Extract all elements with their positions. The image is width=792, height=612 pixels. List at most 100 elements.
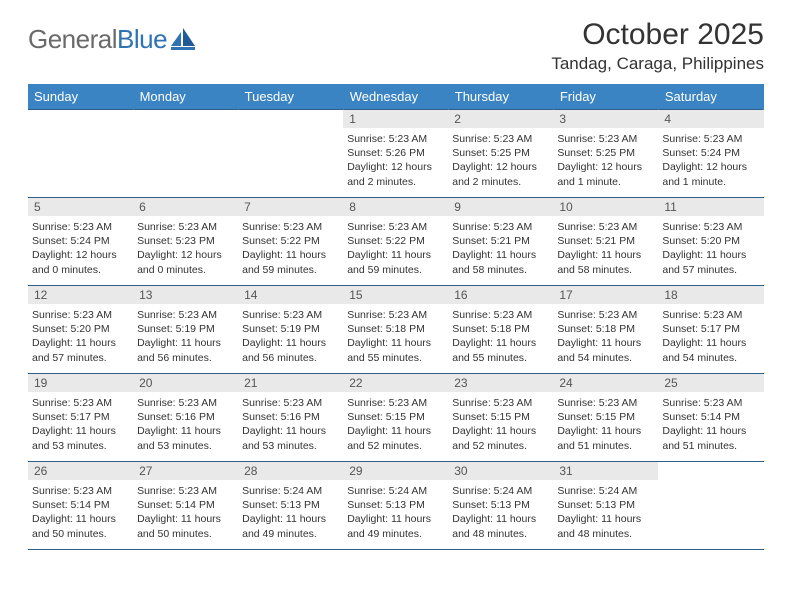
day-number: 22 [343, 374, 448, 392]
day-number: 11 [658, 198, 763, 216]
header: GeneralBlue October 2025 Tandag, Caraga,… [28, 18, 764, 74]
day-details: Sunrise: 5:24 AMSunset: 5:13 PMDaylight:… [343, 480, 448, 543]
day-header: Thursday [448, 84, 553, 110]
day-details: Sunrise: 5:23 AMSunset: 5:16 PMDaylight:… [133, 392, 238, 455]
day-details: Sunrise: 5:23 AMSunset: 5:14 PMDaylight:… [28, 480, 133, 543]
day-cell [658, 462, 763, 550]
day-number: 27 [133, 462, 238, 480]
day-details: Sunrise: 5:23 AMSunset: 5:19 PMDaylight:… [238, 304, 343, 367]
day-number: 29 [343, 462, 448, 480]
day-details: Sunrise: 5:23 AMSunset: 5:14 PMDaylight:… [658, 392, 763, 455]
day-number: 9 [448, 198, 553, 216]
day-cell: 24Sunrise: 5:23 AMSunset: 5:15 PMDayligh… [553, 374, 658, 462]
day-cell: 20Sunrise: 5:23 AMSunset: 5:16 PMDayligh… [133, 374, 238, 462]
day-header: Sunday [28, 84, 133, 110]
day-number: 2 [448, 110, 553, 128]
day-details: Sunrise: 5:23 AMSunset: 5:26 PMDaylight:… [343, 128, 448, 191]
day-cell: 18Sunrise: 5:23 AMSunset: 5:17 PMDayligh… [658, 286, 763, 374]
day-number: 14 [238, 286, 343, 304]
day-number: 6 [133, 198, 238, 216]
day-details: Sunrise: 5:23 AMSunset: 5:25 PMDaylight:… [553, 128, 658, 191]
day-details: Sunrise: 5:23 AMSunset: 5:22 PMDaylight:… [343, 216, 448, 279]
day-cell: 7Sunrise: 5:23 AMSunset: 5:22 PMDaylight… [238, 198, 343, 286]
day-cell: 11Sunrise: 5:23 AMSunset: 5:20 PMDayligh… [658, 198, 763, 286]
logo-word2: Blue [117, 24, 167, 54]
week-row: 12Sunrise: 5:23 AMSunset: 5:20 PMDayligh… [28, 286, 764, 374]
day-number: 16 [448, 286, 553, 304]
day-details: Sunrise: 5:24 AMSunset: 5:13 PMDaylight:… [553, 480, 658, 543]
day-details: Sunrise: 5:23 AMSunset: 5:18 PMDaylight:… [553, 304, 658, 367]
day-number: 13 [133, 286, 238, 304]
week-row: 5Sunrise: 5:23 AMSunset: 5:24 PMDaylight… [28, 198, 764, 286]
day-number: 18 [658, 286, 763, 304]
logo-word1: General [28, 24, 117, 54]
day-cell: 29Sunrise: 5:24 AMSunset: 5:13 PMDayligh… [343, 462, 448, 550]
day-number: 30 [448, 462, 553, 480]
day-cell [238, 110, 343, 198]
day-details: Sunrise: 5:23 AMSunset: 5:17 PMDaylight:… [28, 392, 133, 455]
day-details: Sunrise: 5:23 AMSunset: 5:21 PMDaylight:… [448, 216, 553, 279]
title-block: October 2025 Tandag, Caraga, Philippines [551, 18, 764, 74]
day-cell: 10Sunrise: 5:23 AMSunset: 5:21 PMDayligh… [553, 198, 658, 286]
day-number: 20 [133, 374, 238, 392]
day-cell: 27Sunrise: 5:23 AMSunset: 5:14 PMDayligh… [133, 462, 238, 550]
day-cell: 1Sunrise: 5:23 AMSunset: 5:26 PMDaylight… [343, 110, 448, 198]
day-cell: 26Sunrise: 5:23 AMSunset: 5:14 PMDayligh… [28, 462, 133, 550]
day-details: Sunrise: 5:23 AMSunset: 5:25 PMDaylight:… [448, 128, 553, 191]
day-header: Friday [553, 84, 658, 110]
day-number: 4 [658, 110, 763, 128]
day-cell: 23Sunrise: 5:23 AMSunset: 5:15 PMDayligh… [448, 374, 553, 462]
location-text: Tandag, Caraga, Philippines [551, 54, 764, 74]
day-cell: 5Sunrise: 5:23 AMSunset: 5:24 PMDaylight… [28, 198, 133, 286]
day-header: Monday [133, 84, 238, 110]
day-cell: 8Sunrise: 5:23 AMSunset: 5:22 PMDaylight… [343, 198, 448, 286]
day-cell: 21Sunrise: 5:23 AMSunset: 5:16 PMDayligh… [238, 374, 343, 462]
day-details: Sunrise: 5:23 AMSunset: 5:16 PMDaylight:… [238, 392, 343, 455]
day-details: Sunrise: 5:24 AMSunset: 5:13 PMDaylight:… [448, 480, 553, 543]
day-details: Sunrise: 5:23 AMSunset: 5:18 PMDaylight:… [343, 304, 448, 367]
day-cell: 28Sunrise: 5:24 AMSunset: 5:13 PMDayligh… [238, 462, 343, 550]
day-cell: 12Sunrise: 5:23 AMSunset: 5:20 PMDayligh… [28, 286, 133, 374]
calendar-head: SundayMondayTuesdayWednesdayThursdayFrid… [28, 84, 764, 110]
day-details: Sunrise: 5:24 AMSunset: 5:13 PMDaylight:… [238, 480, 343, 543]
day-details: Sunrise: 5:23 AMSunset: 5:20 PMDaylight:… [28, 304, 133, 367]
day-cell: 2Sunrise: 5:23 AMSunset: 5:25 PMDaylight… [448, 110, 553, 198]
day-number: 26 [28, 462, 133, 480]
day-details: Sunrise: 5:23 AMSunset: 5:22 PMDaylight:… [238, 216, 343, 279]
day-header: Wednesday [343, 84, 448, 110]
day-details: Sunrise: 5:23 AMSunset: 5:23 PMDaylight:… [133, 216, 238, 279]
day-cell: 14Sunrise: 5:23 AMSunset: 5:19 PMDayligh… [238, 286, 343, 374]
day-cell: 31Sunrise: 5:24 AMSunset: 5:13 PMDayligh… [553, 462, 658, 550]
day-number: 15 [343, 286, 448, 304]
day-number: 5 [28, 198, 133, 216]
day-cell: 25Sunrise: 5:23 AMSunset: 5:14 PMDayligh… [658, 374, 763, 462]
day-number: 7 [238, 198, 343, 216]
calendar-body: 1Sunrise: 5:23 AMSunset: 5:26 PMDaylight… [28, 110, 764, 550]
week-row: 19Sunrise: 5:23 AMSunset: 5:17 PMDayligh… [28, 374, 764, 462]
logo: GeneralBlue [28, 18, 197, 55]
day-header-row: SundayMondayTuesdayWednesdayThursdayFrid… [28, 84, 764, 110]
day-details: Sunrise: 5:23 AMSunset: 5:17 PMDaylight:… [658, 304, 763, 367]
week-row: 1Sunrise: 5:23 AMSunset: 5:26 PMDaylight… [28, 110, 764, 198]
day-cell: 17Sunrise: 5:23 AMSunset: 5:18 PMDayligh… [553, 286, 658, 374]
day-details: Sunrise: 5:23 AMSunset: 5:15 PMDaylight:… [553, 392, 658, 455]
day-number: 23 [448, 374, 553, 392]
day-number: 10 [553, 198, 658, 216]
day-details: Sunrise: 5:23 AMSunset: 5:15 PMDaylight:… [343, 392, 448, 455]
day-number: 24 [553, 374, 658, 392]
day-number: 25 [658, 374, 763, 392]
day-cell: 30Sunrise: 5:24 AMSunset: 5:13 PMDayligh… [448, 462, 553, 550]
day-cell: 19Sunrise: 5:23 AMSunset: 5:17 PMDayligh… [28, 374, 133, 462]
week-row: 26Sunrise: 5:23 AMSunset: 5:14 PMDayligh… [28, 462, 764, 550]
day-number: 12 [28, 286, 133, 304]
day-number: 1 [343, 110, 448, 128]
day-cell [28, 110, 133, 198]
day-header: Saturday [658, 84, 763, 110]
day-details: Sunrise: 5:23 AMSunset: 5:18 PMDaylight:… [448, 304, 553, 367]
day-number: 8 [343, 198, 448, 216]
day-details: Sunrise: 5:23 AMSunset: 5:24 PMDaylight:… [28, 216, 133, 279]
day-details: Sunrise: 5:23 AMSunset: 5:20 PMDaylight:… [658, 216, 763, 279]
day-cell: 15Sunrise: 5:23 AMSunset: 5:18 PMDayligh… [343, 286, 448, 374]
day-number: 19 [28, 374, 133, 392]
day-number: 31 [553, 462, 658, 480]
